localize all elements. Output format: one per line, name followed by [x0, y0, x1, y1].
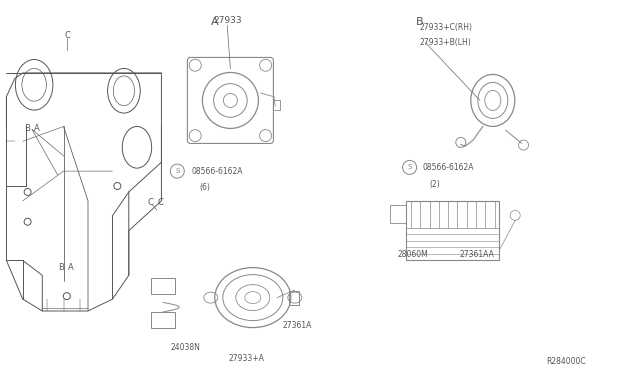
Text: 27933: 27933 — [213, 16, 241, 25]
Text: 27933+C(RH): 27933+C(RH) — [419, 23, 472, 32]
Text: 28060M: 28060M — [397, 250, 428, 259]
Text: 27933+B(LH): 27933+B(LH) — [419, 38, 471, 47]
Text: A: A — [35, 124, 40, 133]
Text: C: C — [147, 198, 154, 207]
Text: (6): (6) — [200, 183, 210, 192]
Text: B: B — [58, 263, 64, 272]
Text: B: B — [415, 17, 423, 27]
Circle shape — [24, 218, 31, 225]
Text: 27361A: 27361A — [283, 321, 312, 330]
Circle shape — [63, 293, 70, 299]
Text: 08566-6162A: 08566-6162A — [192, 167, 243, 176]
Text: 27933+A: 27933+A — [228, 355, 264, 363]
Text: 24038N: 24038N — [171, 343, 200, 352]
Text: (2): (2) — [430, 180, 440, 189]
Text: S: S — [408, 164, 412, 170]
Text: C: C — [157, 198, 163, 207]
Text: 27361AA: 27361AA — [460, 250, 494, 259]
Circle shape — [114, 183, 121, 189]
Text: A: A — [211, 17, 218, 27]
Circle shape — [24, 189, 31, 195]
Text: S: S — [175, 168, 179, 174]
Text: C: C — [64, 31, 70, 40]
Text: A: A — [68, 263, 73, 272]
Text: B: B — [24, 124, 31, 133]
Text: R284000C: R284000C — [547, 357, 586, 366]
Text: 08566-6162A: 08566-6162A — [422, 163, 474, 172]
